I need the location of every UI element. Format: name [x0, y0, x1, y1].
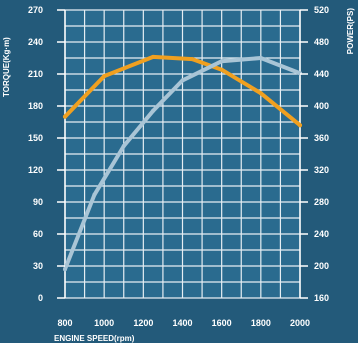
y-right-tick-label: 360: [314, 133, 329, 143]
grid-layer: [64, 9, 301, 299]
y-right-tick-label: 160: [314, 293, 329, 303]
series-1-point: [63, 114, 67, 119]
y-right-tick-label: 440: [314, 69, 329, 79]
y-left-tick-label: 150: [28, 133, 43, 143]
x-tick-label: 1800: [251, 318, 271, 328]
series-2-point: [63, 267, 67, 272]
x-tick-label: 1400: [172, 318, 192, 328]
y-left-tick-label: 240: [28, 37, 43, 47]
series-layer: [63, 54, 302, 272]
y-left-tick-label: 30: [33, 261, 43, 271]
y-left-tick-label: 120: [28, 165, 43, 175]
series-1-point: [219, 67, 224, 72]
y-left-tick-label: 0: [38, 293, 43, 303]
series-2-point: [219, 59, 224, 64]
x-tick-label: 800: [57, 318, 72, 328]
y-left-tick-label: 180: [28, 101, 43, 111]
series-2-point: [258, 56, 263, 60]
series-2-point: [92, 192, 97, 197]
y-right-axis-title: POWER(PS): [346, 8, 355, 55]
y-left-tick-label: 210: [28, 69, 43, 79]
y-left-axis-title: TORQUE(Kg·m): [2, 37, 11, 97]
series-1-point: [258, 91, 263, 96]
series-line-2: [63, 56, 302, 272]
series-1-point: [102, 74, 107, 79]
y-right-tick-label: 200: [314, 261, 329, 271]
x-tick-label: 1600: [212, 318, 232, 328]
y-left-tick-label: 90: [33, 197, 43, 207]
y-right-tick-label: 240: [314, 229, 329, 239]
y-right-tick-label: 480: [314, 37, 329, 47]
y-left-tick-label: 60: [33, 229, 43, 239]
series-1-point: [298, 123, 302, 128]
y-left-tick-label: 270: [28, 5, 43, 15]
axes-layer: [64, 10, 301, 298]
x-tick-label: 1200: [133, 318, 153, 328]
series-2-point: [180, 78, 185, 83]
y-right-tick-label: 520: [314, 5, 329, 15]
series-2-point: [121, 144, 126, 148]
x-tick-label: 1000: [94, 318, 114, 328]
ticks-layer: 0 30 60 90 120 150 180 210 240 270 160 200 240 280 320…: [28, 5, 329, 328]
x-tick-label: 2000: [290, 318, 310, 328]
x-axis-title: ENGINE SPEED(rpm): [54, 334, 135, 343]
y-right-tick-label: 400: [314, 101, 329, 111]
y-right-tick-label: 280: [314, 197, 329, 207]
series-1-point: [190, 57, 195, 62]
series-1-point: [151, 54, 156, 59]
y-right-tick-label: 320: [314, 165, 329, 175]
series-2-point: [151, 108, 156, 113]
